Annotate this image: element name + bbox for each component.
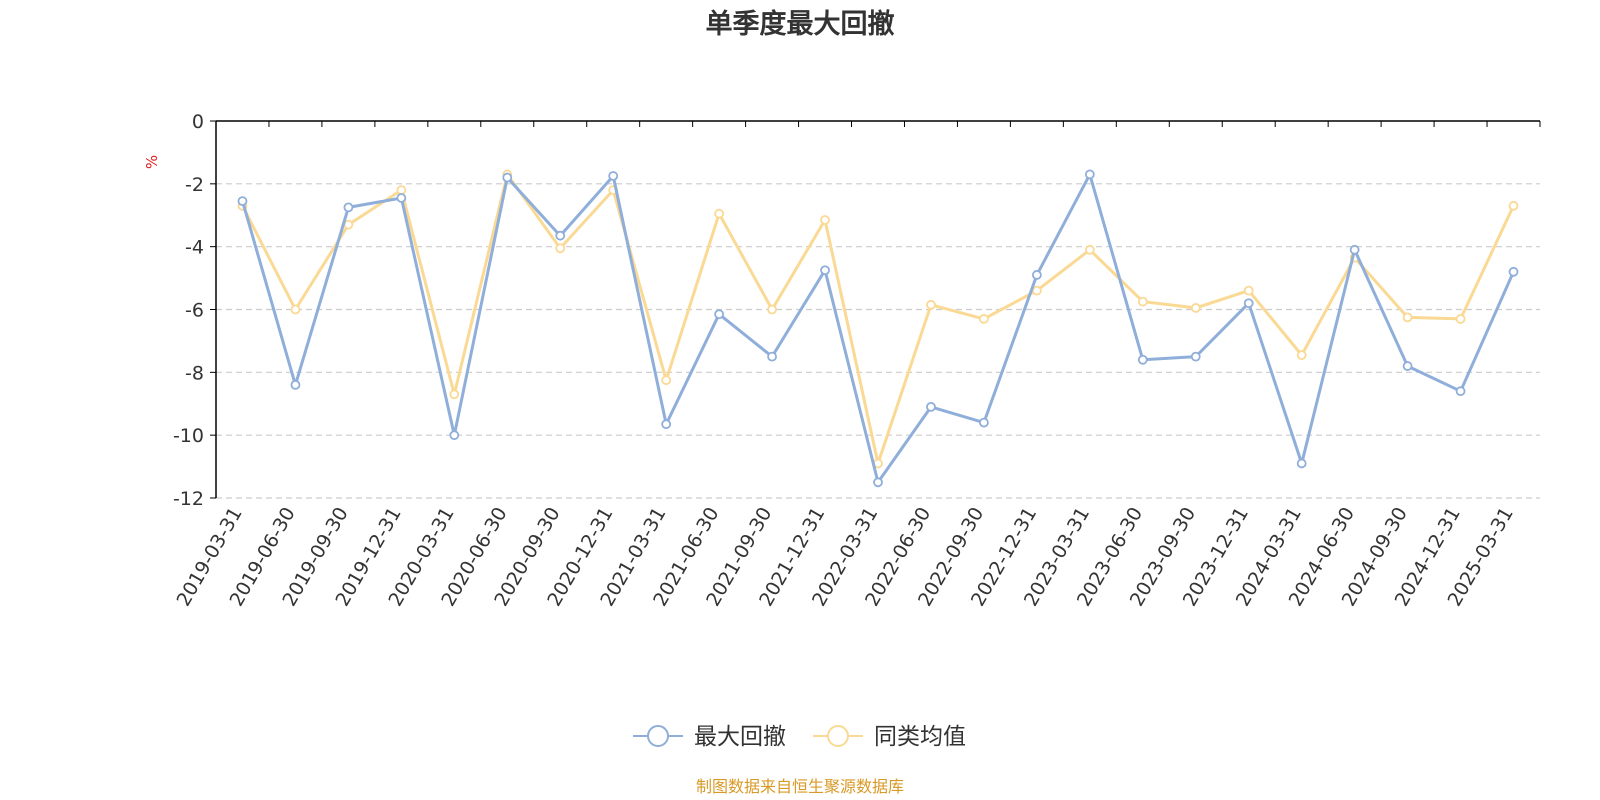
legend-label: 同类均值: [874, 724, 966, 750]
data-point: [979, 314, 989, 324]
legend: 最大回撤 同类均值: [633, 724, 966, 750]
series-2: [237, 169, 1519, 469]
legend-circle-icon: [827, 725, 849, 747]
series-line: [241, 172, 1515, 484]
data-point: [449, 389, 460, 400]
source-note: 制图数据来自恒生聚源数据库: [696, 777, 904, 796]
data-point: [926, 299, 936, 310]
data-point: [1455, 386, 1466, 397]
data-point: [555, 230, 566, 241]
data-point: [1296, 350, 1307, 360]
data-point: [237, 196, 248, 207]
data-point: [1031, 270, 1042, 280]
data-point: [873, 477, 883, 488]
data-point: [290, 379, 301, 390]
y-tick-label: -6: [185, 300, 204, 322]
chart-title: 单季度最大回撤: [706, 8, 895, 40]
legend-item-series-2[interactable]: 同类均值: [813, 724, 966, 750]
data-point: [290, 304, 301, 315]
data-point: [449, 430, 460, 441]
data-point: [396, 185, 407, 196]
data-point: [979, 417, 989, 428]
series-1: [237, 169, 1519, 488]
legend-label: 最大回撤: [694, 724, 786, 750]
data-point: [767, 304, 777, 315]
data-point: [1349, 244, 1360, 255]
series-layer: [237, 169, 1519, 488]
series-line: [241, 172, 1515, 465]
data-point: [820, 265, 830, 276]
data-point: [820, 215, 830, 225]
data-point: [661, 419, 672, 430]
data-point: [1137, 296, 1148, 307]
data-point: [555, 243, 566, 254]
data-point: [661, 375, 672, 386]
data-point: [1243, 298, 1254, 309]
data-point: [1508, 200, 1519, 211]
legend-circle-icon: [647, 725, 669, 747]
data-point: [767, 351, 777, 362]
data-point: [1402, 361, 1413, 371]
data-point: [1508, 266, 1519, 277]
y-tick-label: -8: [185, 362, 204, 384]
data-point: [714, 208, 725, 219]
data-point: [1084, 169, 1095, 180]
data-point: [396, 193, 407, 203]
data-point: [714, 309, 725, 320]
data-point: [343, 202, 354, 213]
grid-lines: [216, 183, 1540, 499]
data-point: [1296, 458, 1307, 469]
data-point: [1190, 351, 1201, 362]
data-point: [1137, 354, 1148, 365]
y-tick-label: -2: [185, 174, 204, 196]
y-tick-label: 0: [192, 111, 204, 133]
data-point: [608, 171, 619, 181]
y-axis-unit: %: [143, 155, 161, 169]
y-axis: 0 -2 -4 -6 -8 -10 -12: [173, 111, 216, 510]
legend-item-series-1[interactable]: 最大回撤: [633, 724, 786, 750]
y-tick-label: -10: [173, 425, 204, 447]
data-point: [1031, 285, 1042, 296]
data-point: [1084, 244, 1095, 255]
data-point: [1190, 303, 1201, 313]
data-point: [1402, 312, 1413, 323]
data-point: [502, 172, 513, 183]
y-tick-label: -4: [185, 237, 204, 259]
y-tick-label: -12: [173, 488, 204, 510]
data-point: [1243, 285, 1254, 296]
data-point: [926, 401, 936, 412]
data-point: [1455, 314, 1466, 324]
